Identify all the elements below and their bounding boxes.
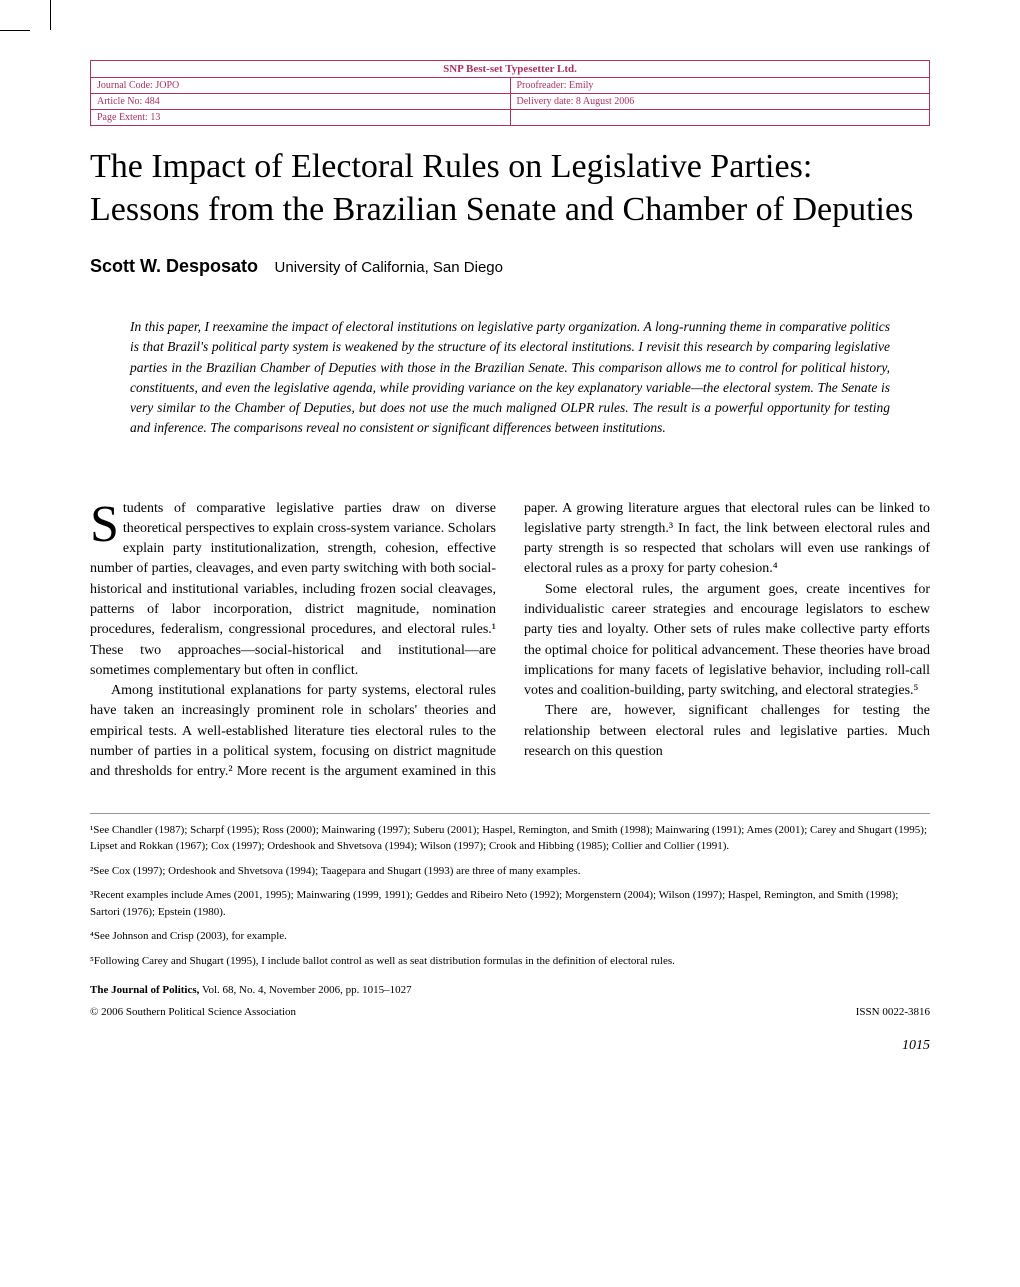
author-affiliation: University of California, San Diego [275,259,503,276]
author-line: Scott W. Desposato University of Califor… [90,256,930,277]
footnote: ⁵Following Carey and Shugart (1995), I i… [90,953,930,970]
copyright-text: © 2006 Southern Political Science Associ… [90,1006,296,1018]
body-text: Students of comparative legislative part… [90,499,930,783]
typesetter-row: Page Extent: 13 [91,110,929,125]
paragraph-text: tudents of comparative legislative parti… [90,501,496,678]
issn-text: ISSN 0022-3816 [856,1006,930,1018]
footnotes-section: ¹See Chandler (1987); Scharpf (1995); Ro… [90,813,930,970]
body-paragraph: There are, however, significant challeng… [524,701,930,762]
journal-citation: The Journal of Politics, Vol. 68, No. 4,… [90,984,930,996]
abstract: In this paper, I reexamine the impact of… [130,317,890,439]
author-name: Scott W. Desposato [90,256,258,276]
crop-mark [0,30,30,31]
drop-cap: S [90,499,123,547]
typesetter-cell: Delivery date: 8 August 2006 [511,94,930,110]
copyright-row: © 2006 Southern Political Science Associ… [90,1006,930,1018]
body-paragraph: Some electoral rules, the argument goes,… [524,580,930,702]
footnote: ²See Cox (1997); Ordeshook and Shvetsova… [90,863,930,880]
page-number: 1015 [90,1038,930,1054]
typesetter-header: SNP Best-set Typesetter Ltd. [91,61,929,78]
typesetter-info-box: SNP Best-set Typesetter Ltd. Journal Cod… [90,60,930,126]
footnote: ⁴See Johnson and Crisp (2003), for examp… [90,928,930,945]
typesetter-cell: Article No: 484 [91,94,511,110]
typesetter-row: Article No: 484 Delivery date: 8 August … [91,94,929,110]
body-paragraph: Students of comparative legislative part… [90,499,496,682]
typesetter-row: Journal Code: JOPO Proofreader: Emily [91,78,929,94]
typesetter-cell: Proofreader: Emily [511,78,930,94]
crop-mark [50,0,51,30]
typesetter-cell: Journal Code: JOPO [91,78,511,94]
footnote: ³Recent examples include Ames (2001, 199… [90,887,930,920]
footnote: ¹See Chandler (1987); Scharpf (1995); Ro… [90,822,930,855]
typesetter-cell: Page Extent: 13 [91,110,511,125]
article-title: The Impact of Electoral Rules on Legisla… [90,146,930,231]
citation-details: Vol. 68, No. 4, November 2006, pp. 1015–… [199,984,411,996]
typesetter-cell [511,110,930,125]
journal-name: The Journal of Politics, [90,984,199,996]
